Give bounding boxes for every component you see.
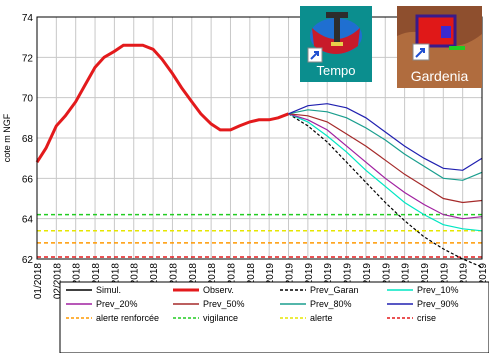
x-tick-label: 04/2019: [323, 263, 334, 300]
x-tick-label: 04/2018: [91, 263, 102, 300]
gardenia-app-icon: [397, 6, 482, 88]
y-tick-labels: 62 64 66 68 70 72 74: [22, 13, 34, 266]
legend-label: Prev_20%: [96, 299, 138, 309]
x-tick-labels: 01/2018 02/2018 03/2018 04/2018 05/2018 06/20…: [33, 263, 489, 300]
legend-label: Prev_80%: [310, 299, 352, 309]
x-tick-label: 02/2019: [285, 263, 296, 300]
y-tick-label: 62: [22, 255, 34, 266]
x-tick-label: 07/2019: [381, 263, 392, 300]
x-tick-label: 09/2018: [188, 263, 199, 300]
series-lines: [35, 43, 483, 268]
series-line: [288, 113, 483, 220]
x-tick-label: 10/2019: [439, 263, 450, 300]
series-line: [288, 103, 483, 171]
legend-label: Prev_Garan: [310, 285, 359, 295]
legend-label: vigilance: [203, 313, 238, 323]
x-tick-label: 05/2019: [343, 263, 354, 300]
tempo-app-icon: [307, 12, 362, 63]
x-tick-label: 08/2019: [401, 263, 412, 300]
legend-label: Prev_10%: [417, 285, 459, 295]
y-tick-label: 66: [22, 174, 34, 185]
x-tick-label: 09/2019: [420, 263, 431, 300]
x-tick-label: 02/2018: [52, 263, 63, 300]
tempo-shortcut-label: Tempo: [316, 63, 356, 78]
legend-label: alerte: [310, 313, 333, 323]
legend-entries: Simul. Observ. Prev_Garan Prev_10% Prev_20% P…: [66, 285, 459, 323]
x-tick-label: 12/2018: [246, 263, 257, 300]
y-tick-label: 64: [22, 215, 34, 226]
x-tick-label: 12/2019: [478, 263, 489, 300]
x-tick-label: 10/2018: [207, 263, 218, 300]
plot-frame: [36, 16, 483, 260]
series-line: [288, 113, 483, 232]
y-tick-label: 70: [22, 94, 34, 105]
grid: [36, 16, 483, 260]
x-tick-label: 11/2018: [226, 263, 237, 299]
series-line: [288, 113, 483, 268]
legend-label: Observ.: [203, 285, 234, 295]
y-tick-label: 68: [22, 134, 34, 145]
gardenia-shortcut[interactable]: Gardenia: [397, 6, 482, 88]
x-tick-label: 11/2019: [459, 263, 470, 299]
gardenia-shortcut-label: Gardenia: [410, 68, 469, 84]
x-tick-label: 06/2018: [130, 263, 141, 300]
series-line: [35, 43, 290, 164]
x-tick-label: 07/2018: [149, 263, 160, 300]
series-line: [288, 113, 483, 204]
legend-label: alerte renforcée: [96, 313, 159, 323]
x-tick-label: 08/2018: [168, 263, 179, 300]
x-tick-label: 01/2019: [265, 263, 276, 300]
x-tick-label: 03/2018: [72, 263, 83, 300]
x-tick-label: 06/2019: [362, 263, 373, 300]
x-tick-label: 01/2018: [33, 263, 44, 300]
y-tick-label: 74: [22, 13, 34, 24]
legend: [59, 281, 489, 353]
x-tick-label: 05/2018: [110, 263, 121, 300]
legend-label: Prev_50%: [203, 299, 245, 309]
x-tick-label: 03/2019: [304, 263, 315, 300]
legend-label: Prev_90%: [417, 299, 459, 309]
legend-label: crise: [417, 313, 436, 323]
series-line: [288, 109, 483, 181]
legend-label: Simul.: [96, 285, 121, 295]
tempo-shortcut[interactable]: Tempo: [300, 6, 372, 82]
y-tick-label: 72: [22, 53, 34, 64]
y-axis-label: cote m NGF: [2, 113, 12, 162]
